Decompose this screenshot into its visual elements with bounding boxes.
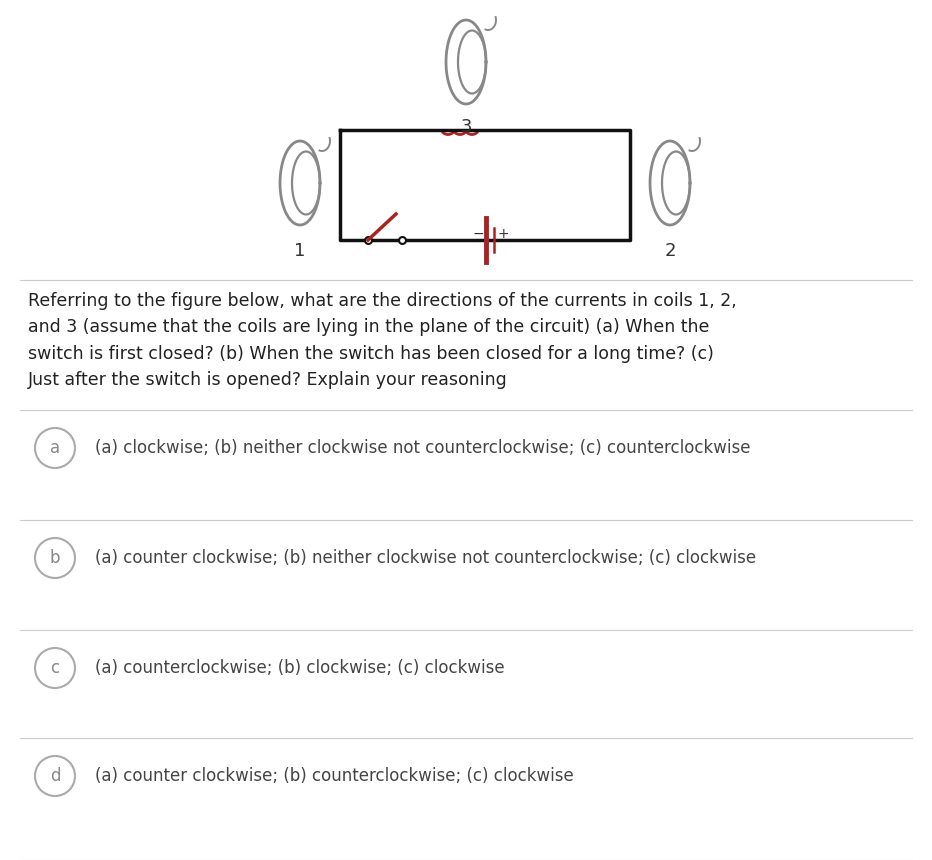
Text: 2: 2 [665, 242, 676, 260]
Text: 1: 1 [295, 242, 306, 260]
Text: a: a [50, 439, 60, 457]
Text: −: − [473, 227, 484, 241]
Text: (a) counterclockwise; (b) clockwise; (c) clockwise: (a) counterclockwise; (b) clockwise; (c)… [95, 659, 504, 677]
Text: (a) counter clockwise; (b) counterclockwise; (c) clockwise: (a) counter clockwise; (b) counterclockw… [95, 767, 574, 785]
Text: d: d [49, 767, 61, 785]
Text: (a) counter clockwise; (b) neither clockwise not counterclockwise; (c) clockwise: (a) counter clockwise; (b) neither clock… [95, 549, 756, 567]
Text: (a) clockwise; (b) neither clockwise not counterclockwise; (c) counterclockwise: (a) clockwise; (b) neither clockwise not… [95, 439, 750, 457]
Text: Referring to the figure below, what are the directions of the currents in coils : Referring to the figure below, what are … [28, 292, 737, 390]
Text: c: c [50, 659, 60, 677]
Text: 3: 3 [460, 118, 472, 136]
Text: +: + [497, 227, 509, 241]
Text: b: b [49, 549, 61, 567]
